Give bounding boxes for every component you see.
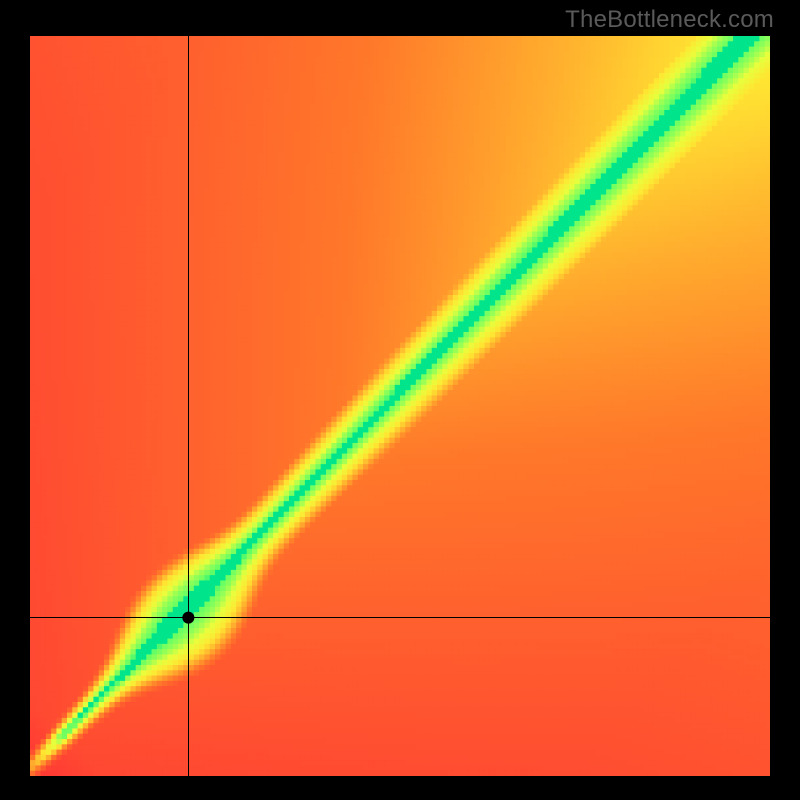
heatmap-plot xyxy=(30,36,770,776)
chart-frame: TheBottleneck.com xyxy=(0,0,800,800)
marker-dot xyxy=(182,612,194,624)
heatmap-cells xyxy=(30,36,770,776)
watermark-text: TheBottleneck.com xyxy=(565,6,774,34)
